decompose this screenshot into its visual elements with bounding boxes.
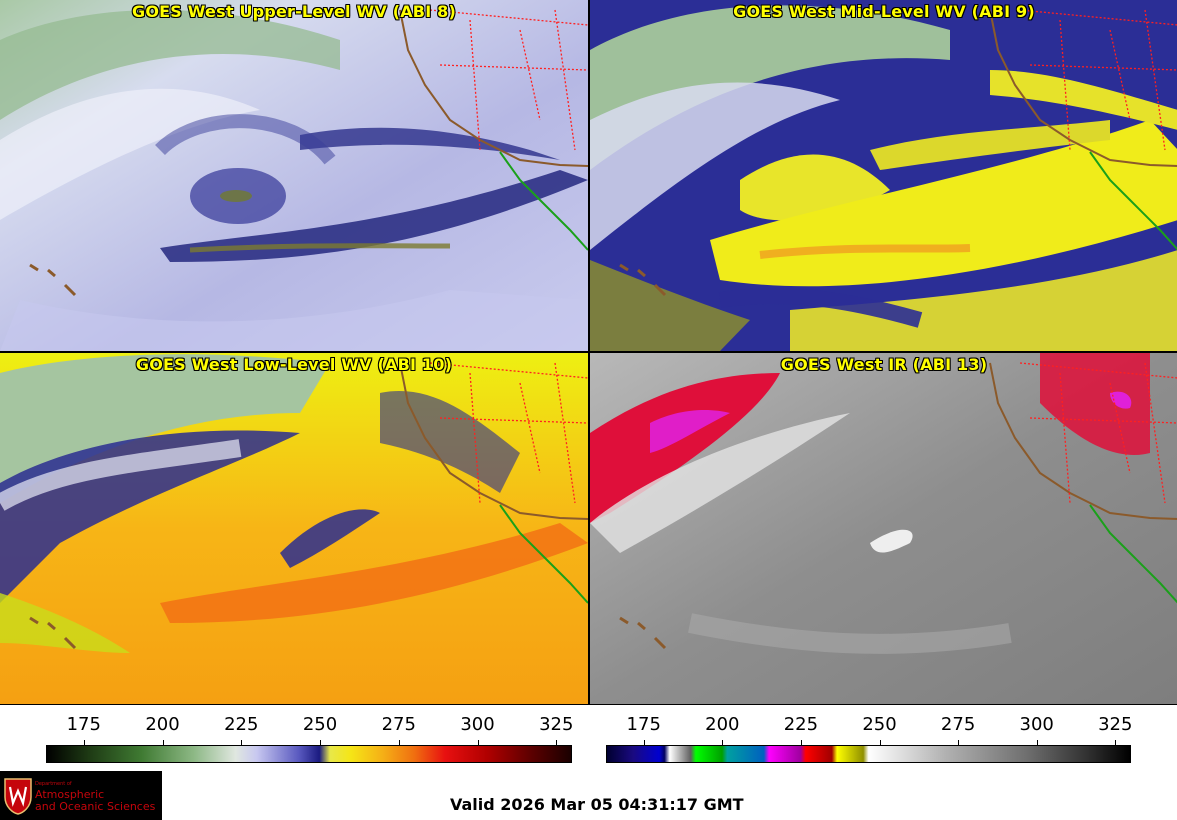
colorbar-tick-label: 275 <box>940 714 976 735</box>
colorbar-tick-label: 250 <box>302 714 338 735</box>
colorbar-tick-label: 200 <box>145 714 180 735</box>
panel-title: GOES West Mid-Level WV (ABI 9) <box>733 2 1035 21</box>
low-level-wv-panel: GOES West Low-Level WV (ABI 10) <box>0 353 588 704</box>
colorbar-tick-mark <box>241 740 243 745</box>
colorbar-tick-mark <box>320 740 322 745</box>
panel-title: GOES West Upper-Level WV (ABI 8) <box>132 2 456 21</box>
colorbar-tick-mark <box>398 740 400 745</box>
colorbar-tick-label: 300 <box>460 714 495 735</box>
panel-title: GOES West IR (ABI 13) <box>780 355 988 374</box>
valid-time: Valid 2026 Mar 05 04:31:17 GMT <box>450 795 744 814</box>
colorbar-tick-label: 275 <box>381 714 416 735</box>
logo-line-1: Atmospheric <box>35 788 105 801</box>
colorbar-tick-mark <box>643 740 645 745</box>
colorbar-tick-label: 175 <box>66 714 101 735</box>
ir-colorbar-ticks: 175 200 225 250 275 300 325 <box>606 710 1133 745</box>
ir-colorbar-gradient <box>606 745 1131 763</box>
panel-title: GOES West Low-Level WV (ABI 10) <box>135 355 453 374</box>
colorbar-tick-label: 225 <box>783 714 819 735</box>
wv-colorbar: 175 200 225 250 275 300 325 <box>46 710 574 770</box>
ir-panel: GOES West IR (ABI 13) <box>590 353 1177 704</box>
colorbar-tick-mark <box>800 740 802 745</box>
upper-level-wv-panel: GOES West Upper-Level WV (ABI 8) <box>0 0 588 351</box>
wv-colorbar-ticks: 175 200 225 250 275 300 325 <box>46 710 574 745</box>
mid-level-wv-panel: GOES West Mid-Level WV (ABI 9) <box>590 0 1177 351</box>
ir-image <box>590 353 1177 704</box>
colorbar-tick-mark <box>1115 740 1117 745</box>
colorbar-tick-mark <box>1036 740 1038 745</box>
panel-divider-horizontal <box>0 351 1177 353</box>
colorbar-tick-mark <box>556 740 558 745</box>
uw-seal-icon <box>4 778 32 815</box>
colorbar-tick-label: 325 <box>539 714 574 735</box>
logo-dept-text: Department of <box>35 781 72 787</box>
colorbar-tick-mark <box>722 740 724 745</box>
colorbar-tick-mark <box>83 740 85 745</box>
colorbar-tick-label: 300 <box>1019 714 1054 735</box>
panel-divider-bottom <box>0 704 1177 705</box>
colorbar-tick-label: 250 <box>862 714 897 735</box>
colorbar-tick-label: 200 <box>705 714 740 735</box>
colorbar-tick-mark <box>958 740 960 745</box>
colorbar-tick-mark <box>477 740 479 745</box>
low-level-wv-image <box>0 353 588 704</box>
ir-colorbar: 175 200 225 250 275 300 325 <box>606 710 1133 770</box>
logo-line-2: and Oceanic Sciences <box>35 800 156 813</box>
colorbar-tick-label: 325 <box>1098 714 1133 735</box>
mid-level-wv-image <box>590 0 1177 351</box>
colorbar-tick-mark <box>162 740 164 745</box>
colorbar-tick-mark <box>879 740 881 745</box>
colorbar-tick-label: 225 <box>224 714 259 735</box>
aos-logo: Department of Atmospheric and Oceanic Sc… <box>0 771 162 820</box>
wv-colorbar-gradient <box>46 745 572 763</box>
upper-level-wv-image <box>0 0 588 351</box>
colorbar-tick-label: 175 <box>626 714 661 735</box>
